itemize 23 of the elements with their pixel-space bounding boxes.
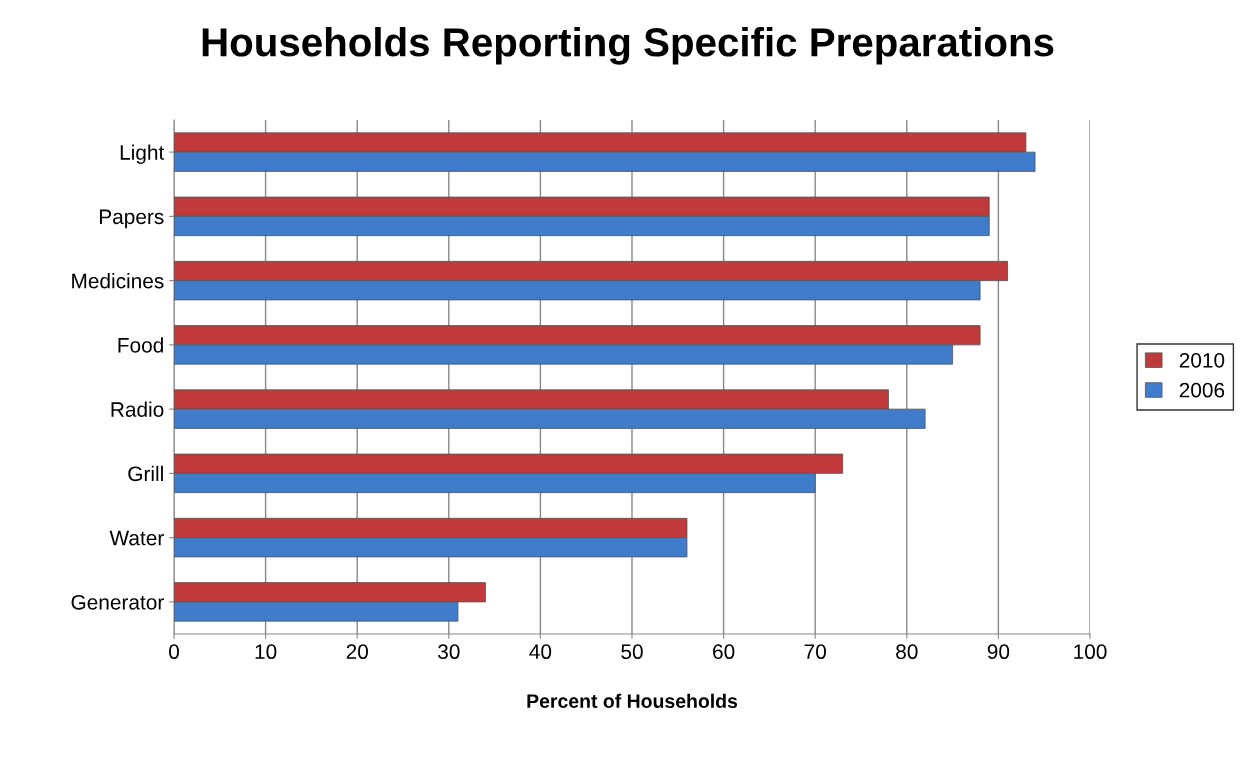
x-tick-label: 40 bbox=[529, 644, 552, 660]
x-tick-label: 80 bbox=[896, 644, 918, 660]
x-tick-label: 70 bbox=[804, 644, 826, 660]
legend-label: 2010 bbox=[1179, 352, 1225, 368]
y-tick-label: Grill bbox=[128, 465, 163, 482]
y-tick-label: Light bbox=[120, 144, 165, 164]
x-tick-label: 30 bbox=[438, 644, 460, 660]
x-tick-label: 100 bbox=[1074, 644, 1107, 660]
y-tick-label: Medicines bbox=[72, 273, 164, 289]
x-tick-label: 90 bbox=[987, 644, 1010, 660]
x-tick-label: 20 bbox=[346, 644, 368, 660]
y-tick-label: Food bbox=[118, 337, 163, 353]
y-tick-label: Papers bbox=[99, 209, 164, 229]
chart-title: Households Reporting Specific Preparations bbox=[202, 27, 1054, 65]
x-axis-title: Percent of Households bbox=[527, 693, 738, 708]
x-tick-label: 50 bbox=[621, 644, 643, 660]
x-tick-label: 10 bbox=[255, 644, 277, 660]
x-tick-label: 0 bbox=[169, 644, 179, 660]
y-tick-label: Water bbox=[109, 530, 164, 546]
x-tick-label: 60 bbox=[713, 644, 735, 660]
legend-label: 2006 bbox=[1179, 382, 1225, 398]
y-tick-label: Radio bbox=[111, 401, 164, 417]
y-tick-label: Generator bbox=[71, 594, 164, 610]
